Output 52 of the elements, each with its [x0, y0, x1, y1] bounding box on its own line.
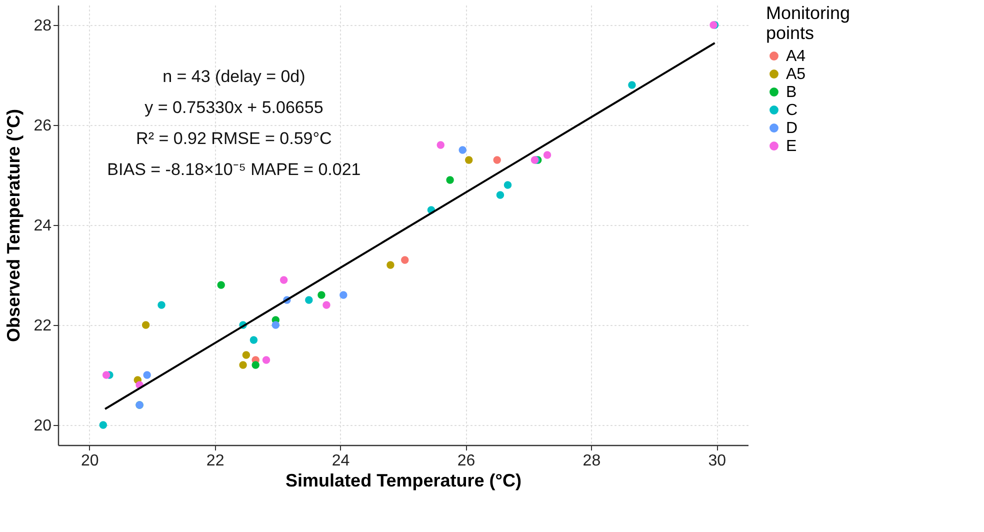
legend-title: Monitoring points	[766, 3, 850, 43]
point	[436, 141, 445, 149]
point	[458, 146, 466, 154]
point	[239, 361, 247, 369]
point	[318, 291, 326, 299]
point	[401, 256, 409, 264]
y-tick-label: 28	[34, 18, 52, 34]
legend-label: B	[786, 84, 797, 101]
x-axis-title: Simulated Temperature (°C)	[286, 470, 522, 490]
annotation: n = 43 (delay = 0d)	[162, 67, 306, 86]
point	[158, 301, 166, 309]
x-tick-label: 26	[457, 452, 476, 470]
point	[262, 356, 270, 364]
point	[142, 321, 150, 329]
point	[464, 156, 473, 164]
point	[493, 156, 501, 164]
x-tick-label: 22	[206, 452, 224, 470]
legend-label: D	[786, 120, 798, 137]
x-tick-label: 24	[332, 452, 350, 470]
x-tick-label: 20	[80, 452, 99, 470]
point	[340, 291, 348, 299]
legend-label: E	[786, 138, 797, 155]
point	[386, 261, 394, 269]
point	[628, 81, 636, 89]
y-tick-label: 22	[34, 318, 52, 334]
point	[280, 276, 288, 284]
y-tick-label: 26	[34, 118, 52, 134]
y-tick-label: 20	[34, 418, 52, 434]
point	[102, 371, 110, 379]
point	[543, 151, 552, 159]
point	[322, 301, 330, 309]
y-axis-title: Observed Temperature (°C)	[4, 109, 24, 342]
point	[217, 281, 225, 289]
point	[446, 176, 454, 184]
legend-label: A5	[786, 66, 806, 83]
x-tick-label: 30	[708, 452, 726, 470]
x-tick-label: 28	[582, 452, 601, 470]
legend-label: A4	[786, 48, 806, 65]
annotation: BIAS = -8.18×10⁻⁵ MAPE = 0.021	[107, 160, 361, 179]
point	[504, 181, 512, 189]
point	[496, 191, 504, 199]
point	[272, 321, 280, 329]
annotation: R² = 0.92 RMSE = 0.59°C	[136, 129, 332, 148]
y-tick-label: 24	[34, 218, 52, 234]
point	[99, 421, 108, 429]
legend-label: C	[786, 102, 798, 119]
point	[252, 361, 260, 369]
point	[250, 336, 258, 344]
annotation: y = 0.75330x + 5.06655	[144, 98, 324, 117]
point	[143, 371, 151, 379]
point	[242, 351, 250, 359]
point	[305, 296, 313, 304]
